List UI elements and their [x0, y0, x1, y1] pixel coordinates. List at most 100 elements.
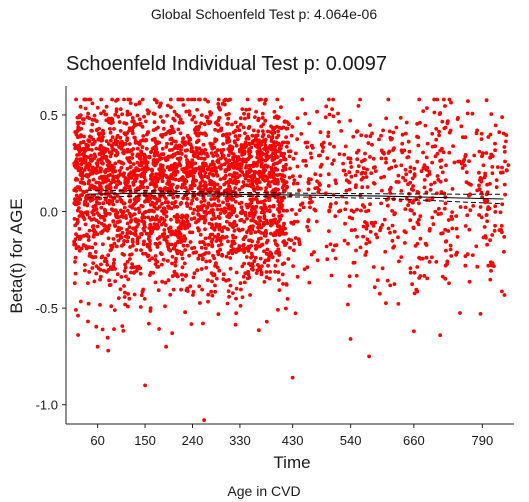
data-point: [415, 265, 420, 269]
data-point: [259, 186, 263, 191]
data-point: [101, 242, 105, 247]
data-point: [249, 231, 253, 236]
data-point: [208, 259, 212, 263]
data-point: [177, 178, 181, 183]
data-point: [251, 185, 255, 190]
data-point: [142, 175, 147, 180]
data-point: [355, 157, 360, 162]
data-point: [177, 151, 182, 156]
data-point: [159, 262, 164, 267]
data-point: [103, 197, 108, 202]
data-point: [480, 151, 485, 156]
data-point: [139, 203, 144, 208]
data-point: [145, 185, 150, 190]
data-point: [254, 137, 258, 142]
data-point: [408, 270, 413, 275]
data-point: [109, 243, 113, 248]
data-point: [386, 203, 390, 208]
y-tick-label: 0.5: [40, 108, 58, 123]
data-point: [104, 270, 109, 274]
x-tick-label: 660: [403, 433, 425, 448]
data-point: [168, 248, 173, 253]
data-point: [307, 280, 312, 285]
data-point: [77, 248, 82, 253]
data-point: [416, 222, 421, 227]
data-point: [75, 208, 80, 213]
data-point: [281, 240, 286, 244]
data-point: [480, 154, 484, 159]
data-point: [355, 207, 359, 212]
data-point: [463, 135, 468, 140]
data-point: [141, 185, 146, 190]
data-point: [214, 169, 219, 174]
data-point: [278, 158, 283, 163]
data-point: [391, 130, 396, 135]
data-point: [244, 202, 249, 207]
data-point: [126, 173, 131, 178]
data-point: [290, 207, 294, 212]
data-point: [154, 214, 159, 219]
data-point: [387, 129, 392, 134]
data-point: [111, 202, 116, 207]
data-point: [99, 143, 103, 148]
data-point: [175, 219, 179, 224]
data-point: [379, 201, 383, 206]
data-point: [275, 224, 280, 229]
data-point: [364, 221, 369, 226]
data-point: [255, 163, 259, 168]
data-point: [226, 278, 231, 282]
data-point: [122, 284, 126, 288]
data-point: [210, 203, 215, 208]
data-point: [439, 158, 444, 163]
data-point: [167, 229, 172, 234]
data-point: [493, 223, 497, 228]
data-point: [313, 172, 318, 177]
data-point: [210, 225, 214, 230]
data-point: [139, 139, 143, 143]
data-point: [174, 229, 178, 233]
data-point: [326, 184, 331, 188]
data-point: [247, 170, 252, 175]
data-point: [329, 273, 334, 278]
data-point: [125, 112, 130, 117]
data-point: [144, 119, 148, 124]
data-point: [119, 165, 124, 170]
data-point: [502, 149, 507, 154]
data-point: [216, 160, 221, 165]
data-point: [295, 164, 300, 169]
data-point: [226, 206, 231, 211]
data-point: [269, 165, 274, 170]
data-point: [119, 226, 123, 231]
data-point: [161, 126, 166, 131]
data-point: [169, 242, 174, 247]
data-point: [498, 210, 503, 215]
data-point: [137, 156, 142, 161]
data-point: [175, 274, 180, 279]
data-point: [106, 168, 111, 173]
data-point: [500, 202, 505, 207]
data-point: [263, 198, 267, 203]
data-point: [192, 154, 197, 159]
data-point: [355, 234, 359, 239]
ci-upper-line: [87, 189, 504, 195]
y-axis-label: Beta(t) for AGE: [7, 198, 26, 313]
data-point: [109, 207, 114, 212]
data-point: [232, 228, 237, 233]
data-point: [384, 160, 388, 165]
data-point: [173, 260, 178, 264]
data-point: [199, 245, 204, 250]
data-point: [442, 126, 447, 131]
data-point: [220, 252, 225, 257]
data-point: [123, 132, 128, 137]
data-point: [106, 178, 111, 183]
data-point: [336, 111, 340, 116]
data-point: [446, 229, 451, 233]
data-point: [288, 166, 292, 171]
data-point: [194, 178, 199, 183]
data-point: [107, 201, 112, 206]
data-point: [184, 109, 189, 114]
data-point: [257, 138, 261, 143]
data-point: [113, 179, 117, 184]
data-point: [129, 265, 134, 270]
data-point: [224, 132, 229, 137]
